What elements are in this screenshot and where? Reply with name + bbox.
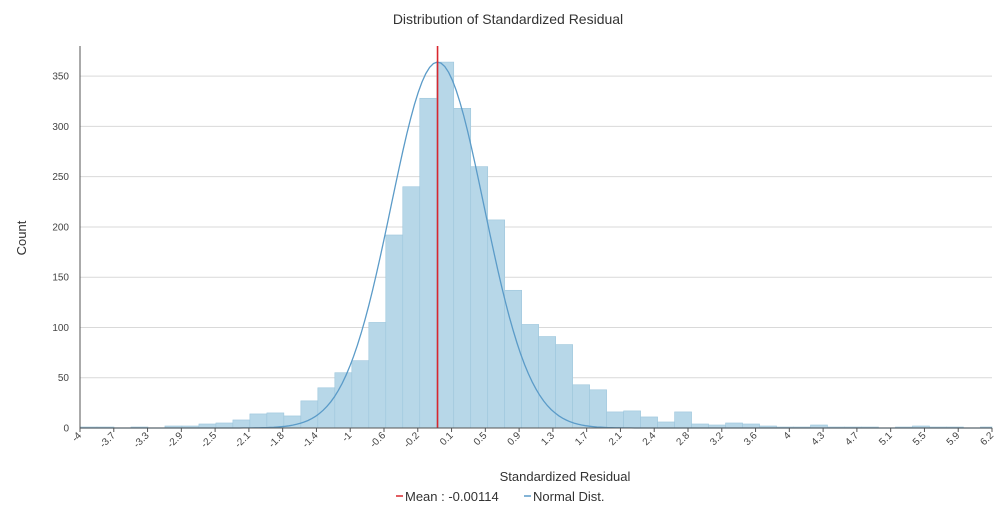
x-tick-label: 2.8 xyxy=(675,430,693,448)
x-tick-label: 0.5 xyxy=(472,430,490,448)
histogram-bar xyxy=(351,360,370,429)
x-tick-label: 0.1 xyxy=(438,430,456,448)
x-tick-label: -2.5 xyxy=(199,430,219,450)
legend: Mean : -0.00114 Normal Dist. xyxy=(396,489,605,504)
legend-normal-label: Normal Dist. xyxy=(533,489,605,504)
x-tick-label: 1.3 xyxy=(539,430,557,448)
y-axis-title: Count xyxy=(14,220,29,255)
x-tick-label: -1.8 xyxy=(267,430,287,450)
x-axis-title: Standardized Residual xyxy=(500,469,631,484)
histogram-bar xyxy=(470,166,489,429)
x-tick-label: 2.4 xyxy=(641,430,659,448)
y-tick-labels: 0 50 100 150 200 250 300 350 xyxy=(52,72,69,435)
x-tick-label: 3.6 xyxy=(742,430,760,448)
histogram-bar xyxy=(232,419,251,429)
x-tick-label: 4.3 xyxy=(810,430,828,448)
histogram-bar xyxy=(487,219,506,429)
x-tick-label: 4.7 xyxy=(843,430,861,448)
x-tick-label: 5.5 xyxy=(911,430,929,448)
x-tick-label: -3.7 xyxy=(98,430,118,450)
axes xyxy=(79,46,992,429)
histogram-bar xyxy=(402,186,421,429)
y-tick-label: 350 xyxy=(52,72,69,83)
x-tick-label: -0.2 xyxy=(402,430,422,450)
x-tick-label: -1.4 xyxy=(301,430,321,450)
histogram-bar xyxy=(266,412,285,429)
x-tick-label: -3.3 xyxy=(132,430,152,450)
x-tick-label: -0.6 xyxy=(368,430,388,450)
histogram-bar xyxy=(436,61,455,429)
histogram-bar xyxy=(572,384,590,429)
histogram-bar xyxy=(538,336,556,429)
x-tick-label: 4 xyxy=(782,430,794,442)
histogram-bar xyxy=(215,422,234,429)
x-tick-label: -2.1 xyxy=(233,430,253,450)
x-tick-label: 5.1 xyxy=(877,430,895,448)
y-tick-label: 300 xyxy=(52,122,69,133)
histogram-bar xyxy=(453,108,472,429)
histogram-bar xyxy=(606,411,624,429)
histogram-bar xyxy=(657,421,675,429)
y-tick-label: 100 xyxy=(52,323,69,334)
x-tick-label: -1 xyxy=(340,430,354,444)
x-tick-label: 2.1 xyxy=(607,430,625,448)
y-tick-label: 150 xyxy=(52,273,69,284)
y-tick-label: 50 xyxy=(58,373,70,384)
histogram-bar xyxy=(623,410,641,429)
histogram-bar xyxy=(674,411,692,429)
y-tick-label: 0 xyxy=(63,424,69,435)
x-tick-label: 0.9 xyxy=(506,430,524,448)
y-tick-label: 250 xyxy=(52,172,69,183)
histogram-bar xyxy=(589,389,607,429)
histogram-bar xyxy=(249,413,268,429)
x-tick-label: 3.2 xyxy=(708,430,726,448)
x-tick-label: 5.9 xyxy=(945,430,963,448)
x-tick-label: -2.9 xyxy=(165,430,185,450)
y-tick-label: 200 xyxy=(52,222,69,233)
gridlines xyxy=(80,75,992,379)
histogram-bar xyxy=(368,322,387,429)
x-tick-label: 6.2 xyxy=(979,430,997,448)
histogram-bar xyxy=(419,97,438,429)
histogram-bar xyxy=(385,234,404,429)
histogram-bar xyxy=(725,422,743,429)
histogram-bars xyxy=(79,61,993,429)
histogram-bar xyxy=(640,416,658,429)
histogram-bar xyxy=(300,400,319,429)
x-tick-label: 1.7 xyxy=(573,430,591,448)
x-tick-labels: -4 -3.7 -3.3 -2.9 -2.5 -2.1 -1.8 -1.4 -1 -0.6 -0.2… xyxy=(70,428,996,450)
x-tick-label: -4 xyxy=(70,430,84,444)
legend-mean-label: Mean : -0.00114 xyxy=(405,489,499,504)
chart-title: Distribution of Standardized Residual xyxy=(393,11,623,27)
